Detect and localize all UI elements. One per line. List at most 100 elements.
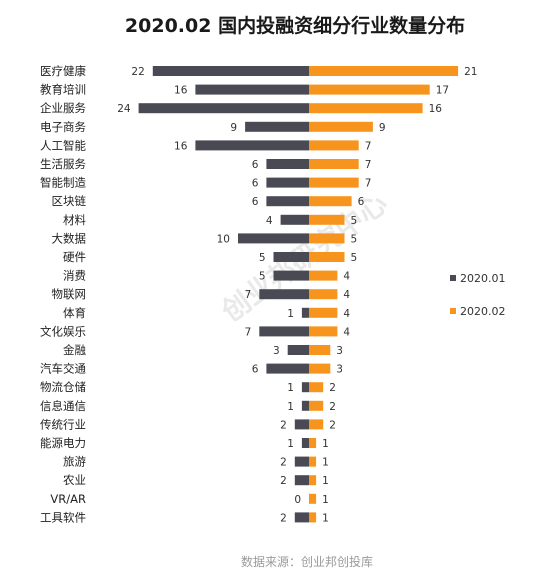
data-label-2020-01: 6 <box>252 159 259 171</box>
bar-2020-02 <box>309 270 338 281</box>
bar-2020-02 <box>309 307 338 318</box>
category-label: 医疗健康 <box>40 64 86 78</box>
bar-2020-01 <box>301 438 309 448</box>
data-label-2020-01: 6 <box>252 178 259 190</box>
category-label: 生活服务 <box>40 157 86 171</box>
chart-title: 2020.02 国内投融资细分行业数量分布 <box>125 14 465 37</box>
bar-2020-01 <box>294 512 309 523</box>
data-label-2020-01: 2 <box>280 475 287 487</box>
bar-2020-02 <box>309 214 345 225</box>
data-label-2020-02: 7 <box>365 178 372 190</box>
data-label-2020-01: 7 <box>245 289 252 301</box>
source-note: 数据来源：创业邦创投库 <box>241 554 373 569</box>
bar-2020-02 <box>309 456 317 467</box>
bar-2020-01 <box>294 419 309 430</box>
data-label-2020-02: 1 <box>322 457 329 469</box>
data-label-2020-02: 16 <box>429 103 443 115</box>
category-label: 信息通信 <box>40 399 86 413</box>
bar-2020-01 <box>245 121 309 132</box>
bar-2020-02 <box>309 382 324 393</box>
bar-2020-01 <box>273 270 309 281</box>
category-label: 企业服务 <box>40 101 86 115</box>
bar-2020-02 <box>309 512 317 523</box>
data-label-2020-02: 4 <box>343 308 350 320</box>
data-label-2020-02: 7 <box>365 140 372 152</box>
data-label-2020-02: 21 <box>464 66 477 78</box>
data-label-2020-01: 6 <box>252 196 259 208</box>
data-label-2020-02: 1 <box>322 494 329 506</box>
data-label-2020-02: 4 <box>343 289 350 301</box>
category-label: 物联网 <box>52 287 87 301</box>
data-label-2020-01: 3 <box>273 345 280 357</box>
bar-2020-01 <box>195 140 309 151</box>
bar-2020-01 <box>266 196 309 207</box>
legend-swatch <box>450 275 456 281</box>
bar-2020-02 <box>309 159 359 169</box>
bar-2020-02 <box>309 438 317 448</box>
category-label: 汽车交通 <box>40 362 86 376</box>
category-label: VR/AR <box>50 492 86 506</box>
legend: 2020.01 2020.02 <box>450 272 506 318</box>
data-label-2020-01: 9 <box>230 122 237 134</box>
category-label: 金融 <box>63 343 86 357</box>
bar-2020-02 <box>309 419 324 430</box>
data-label-2020-02: 9 <box>379 122 386 134</box>
data-label-2020-01: 5 <box>259 271 266 283</box>
category-label: 体育 <box>63 306 86 320</box>
data-label-2020-02: 4 <box>343 326 350 338</box>
legend-swatch <box>450 308 456 314</box>
data-label-2020-01: 0 <box>294 494 301 506</box>
bar-2020-01 <box>287 345 309 355</box>
data-label-2020-02: 3 <box>336 345 343 357</box>
data-label-2020-01: 4 <box>266 215 273 227</box>
bar-2020-01 <box>301 382 309 393</box>
bar-2020-02 <box>309 400 324 411</box>
bar-2020-01 <box>238 233 309 244</box>
bar-2020-01 <box>259 326 309 337</box>
category-label: 智能制造 <box>40 176 86 190</box>
bar-2020-02 <box>309 363 331 374</box>
bar-2020-02 <box>309 84 430 95</box>
data-label-2020-02: 7 <box>365 159 372 171</box>
data-label-2020-02: 6 <box>358 196 365 208</box>
data-label-2020-02: 17 <box>436 85 449 97</box>
bar-2020-02 <box>309 103 423 114</box>
data-label-2020-02: 1 <box>322 512 329 524</box>
bar-2020-02 <box>309 475 317 486</box>
data-label-2020-01: 22 <box>131 66 144 78</box>
category-label: 消费 <box>63 269 86 283</box>
category-label: 文化娱乐 <box>40 324 86 338</box>
data-label-2020-02: 5 <box>351 252 358 264</box>
bar-2020-02 <box>309 66 459 76</box>
bar-2020-01 <box>266 159 309 169</box>
data-label-2020-02: 4 <box>343 271 350 283</box>
data-label-2020-02: 1 <box>322 475 329 487</box>
data-label-2020-01: 16 <box>174 85 188 97</box>
category-label: 物流仓储 <box>40 380 86 394</box>
bar-2020-02 <box>309 326 338 337</box>
bar-2020-02 <box>309 252 345 262</box>
bar-2020-01 <box>294 475 309 486</box>
category-label: 能源电力 <box>40 436 86 450</box>
data-label-2020-02: 2 <box>329 382 336 394</box>
category-label: 教育培训 <box>40 83 86 97</box>
category-label: 电子商务 <box>40 120 86 134</box>
data-label-2020-01: 5 <box>259 252 266 264</box>
data-label-2020-01: 7 <box>245 326 252 338</box>
data-label-2020-01: 2 <box>280 419 287 431</box>
data-label-2020-01: 6 <box>252 364 259 376</box>
data-label-2020-01: 2 <box>280 457 287 469</box>
data-label-2020-01: 16 <box>174 140 188 152</box>
category-label: 旅游 <box>63 455 86 469</box>
bar-2020-01 <box>152 66 309 76</box>
category-label: 区块链 <box>52 194 87 208</box>
data-label-2020-01: 10 <box>217 233 230 245</box>
bar-2020-01 <box>273 252 309 262</box>
bar-2020-02 <box>309 196 352 207</box>
category-label: 材料 <box>63 213 86 227</box>
data-label-2020-02: 5 <box>351 215 358 227</box>
data-label-2020-01: 1 <box>287 401 294 413</box>
bar-2020-01 <box>259 289 309 300</box>
